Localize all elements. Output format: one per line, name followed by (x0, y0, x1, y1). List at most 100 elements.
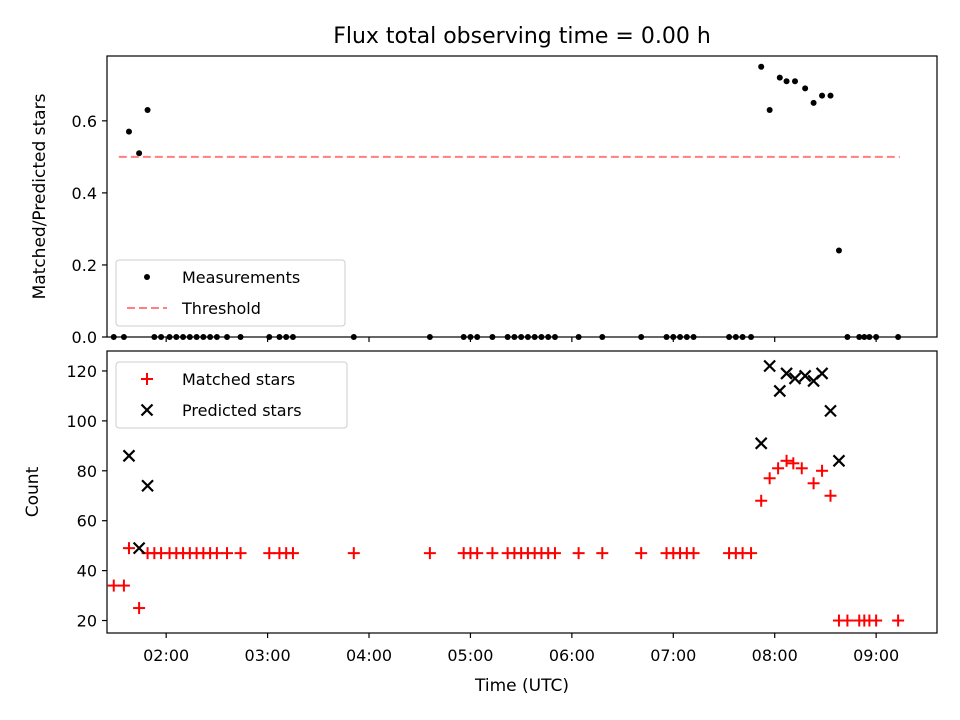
y-tick-label: 120 (66, 362, 97, 381)
data-point (677, 334, 684, 340)
data-point (832, 454, 846, 468)
data-point (531, 334, 538, 340)
x-tick-label: 05:00 (447, 646, 493, 665)
data-point (635, 547, 648, 560)
data-point (763, 359, 776, 373)
data-point (173, 334, 180, 340)
data-point (213, 334, 220, 340)
data-point (732, 334, 739, 340)
x-tick-label: 03:00 (245, 646, 291, 665)
data-point (816, 464, 829, 477)
count-panel: 20 40 60 80 100 120 02:00 03:00 04:00 05:00 06:00 0… (23, 350, 938, 696)
data-point (683, 334, 690, 340)
data-point (151, 334, 158, 340)
y-tick-label: 80 (77, 462, 97, 481)
data-point (870, 614, 883, 627)
data-point (286, 547, 299, 560)
data-point (158, 334, 165, 340)
y-tick-label: 0.2 (72, 256, 97, 275)
data-point (780, 367, 793, 380)
data-point (856, 334, 863, 340)
data-point (575, 334, 582, 340)
y-tick-label: 0.0 (72, 328, 97, 347)
data-point (110, 334, 117, 340)
data-point (234, 547, 247, 560)
data-point (687, 547, 700, 560)
y-tick-label: 40 (77, 562, 97, 581)
data-point (795, 462, 808, 475)
data-point (460, 334, 467, 340)
data-point (132, 541, 146, 555)
legend-swatch (144, 274, 150, 280)
legend-swatch (140, 403, 154, 417)
data-point (599, 334, 606, 340)
data-point (783, 78, 790, 85)
data-point (766, 107, 773, 114)
legend-entry: Measurements (144, 268, 300, 287)
data-point (548, 547, 561, 560)
y-axis-label: Count (23, 466, 43, 517)
data-point (776, 74, 783, 81)
data-point (819, 92, 826, 99)
data-point (815, 367, 829, 380)
data-point (193, 334, 200, 340)
data-point (866, 334, 873, 340)
data-point (596, 547, 609, 560)
data-point (758, 63, 765, 70)
legend-entry: Predicted stars (140, 401, 302, 420)
legend-label: Matched stars (182, 370, 295, 389)
data-point (180, 334, 187, 340)
data-point (237, 334, 244, 340)
data-point (824, 404, 837, 418)
data-point (780, 454, 793, 467)
x-tick-label: 02:00 (143, 646, 189, 665)
axes-frame (106, 350, 938, 634)
x-axis-label: Time (UTC) (474, 676, 569, 696)
data-point (263, 547, 276, 560)
y-tick-label: 60 (77, 512, 97, 531)
data-point (798, 369, 812, 383)
series-matched-stars (107, 454, 905, 627)
y-tick-label: 0.4 (72, 184, 97, 203)
data-point (754, 437, 768, 450)
legend-swatch (141, 373, 153, 385)
data-point (690, 334, 697, 340)
data-point (289, 334, 296, 340)
legend-label: Measurements (182, 268, 300, 287)
data-point (166, 334, 173, 340)
data-point (755, 494, 768, 507)
data-point (221, 547, 234, 560)
data-point (120, 334, 127, 340)
x-tick-label: 04:00 (346, 646, 392, 665)
data-point (772, 462, 785, 475)
data-point (266, 334, 273, 340)
data-point (810, 99, 817, 106)
data-point (136, 150, 143, 157)
data-point (739, 334, 746, 340)
data-point (638, 334, 645, 340)
legend-label: Predicted stars (182, 401, 302, 420)
data-point (773, 384, 787, 398)
data-point (144, 107, 151, 114)
data-point (122, 542, 135, 555)
data-point (426, 334, 433, 340)
data-point (861, 334, 868, 340)
data-point (792, 78, 799, 85)
data-point (572, 547, 585, 560)
legend: Measurements Threshold (115, 259, 346, 327)
data-point (276, 334, 283, 340)
data-point (892, 614, 905, 627)
data-point (186, 334, 193, 340)
data-point (107, 579, 120, 592)
data-point (841, 614, 854, 627)
data-point (545, 334, 552, 340)
data-point (486, 547, 499, 560)
series-measurements (110, 63, 902, 340)
data-point (763, 472, 776, 485)
data-point (835, 247, 842, 254)
x-tick-label: 07:00 (650, 646, 696, 665)
legend-box (115, 259, 346, 327)
data-point (117, 579, 130, 592)
